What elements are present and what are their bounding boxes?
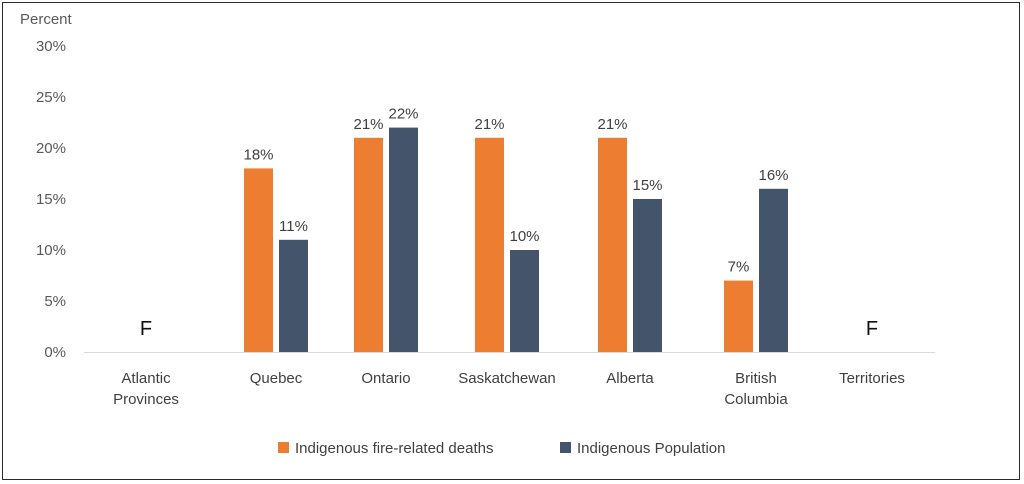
data-labels-group: F 18% 11% 21% 22% 21% 10% 21% 15% 7% 16% F [140,106,878,340]
y-tick-label: 30% [36,38,66,55]
y-tick-label: 20% [36,140,66,157]
bar [598,137,627,352]
y-axis-title: Percent [20,11,73,28]
data-label: 18% [243,146,273,163]
bars-group [244,127,788,352]
category-label: Ontario [361,370,410,387]
legend: Indigenous fire-related deaths Indigenou… [278,440,725,457]
bar [759,188,788,352]
bar [724,280,753,352]
data-label: 22% [388,106,418,123]
category-label: Territories [839,370,905,387]
data-label: 16% [758,167,788,184]
category-label: Saskatchewan [458,370,556,387]
category-label: Columbia [724,391,788,408]
bar [354,137,383,352]
y-tick-label: 15% [36,191,66,208]
category-label: Atlantic [121,370,171,387]
category-label: Provinces [113,391,179,408]
data-label: 21% [597,116,627,133]
data-label: 15% [632,177,662,194]
x-axis-categories: Atlantic Provinces Quebec Ontario Saskatchew… [113,370,905,408]
category-label: Quebec [250,370,303,387]
y-tick-label: 10% [36,242,66,259]
y-tick-label: 5% [44,293,66,310]
suppressed-flag: F [866,318,878,340]
y-axis-ticks: 0% 5% 10% 15% 20% 25% 30% [36,38,66,361]
y-tick-label: 25% [36,89,66,106]
bar [510,250,539,352]
bar [279,239,308,352]
bar [475,137,504,352]
data-label: 10% [509,228,539,245]
bar [389,127,418,352]
bar [244,168,273,352]
suppressed-flag: F [140,318,152,340]
legend-label-population: Indigenous Population [577,440,725,457]
category-label: British [735,370,777,387]
data-label: 21% [474,116,504,133]
bar [633,199,662,352]
legend-label-deaths: Indigenous fire-related deaths [295,440,493,457]
category-label: Alberta [606,370,654,387]
data-label: 21% [353,116,383,133]
data-label: 11% [279,218,308,235]
data-label: 7% [728,259,750,276]
legend-swatch-population [560,442,571,453]
y-tick-label: 0% [44,344,66,361]
legend-swatch-deaths [278,442,289,453]
